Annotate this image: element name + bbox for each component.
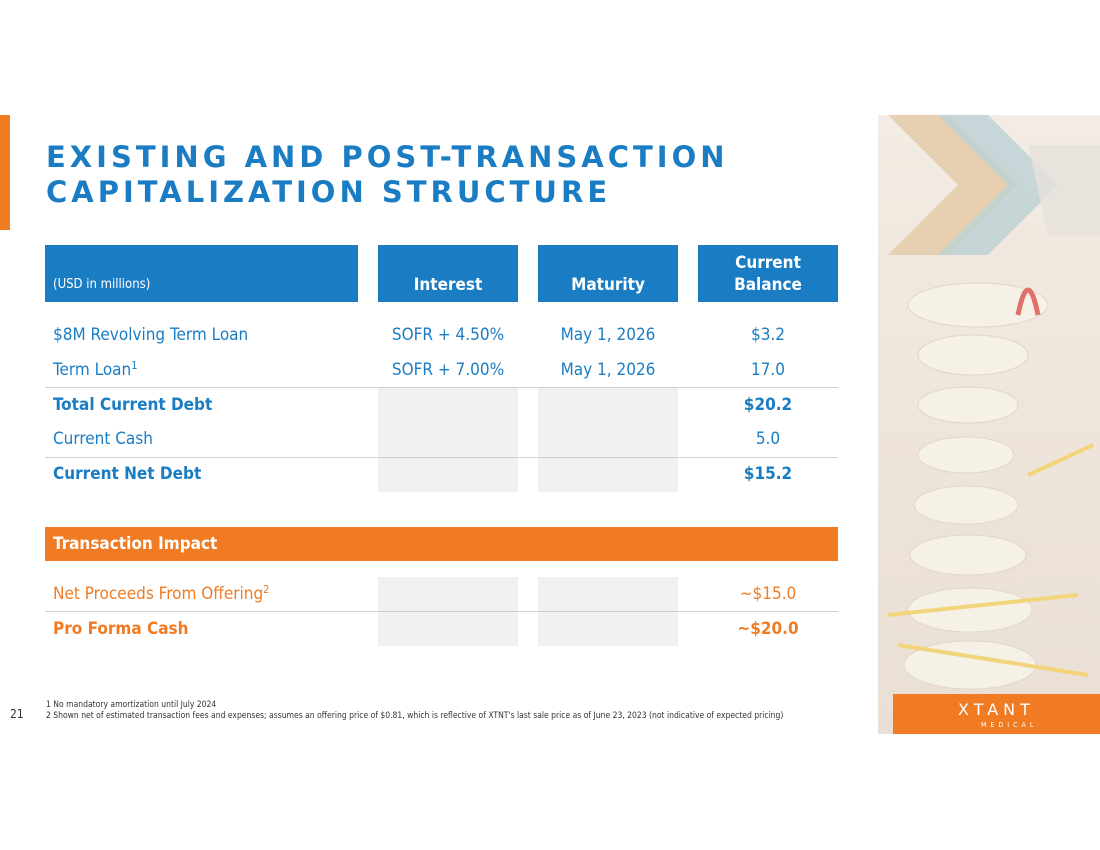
- interest: SOFR + 4.50%: [391, 325, 505, 345]
- maturity: May 1, 2026: [560, 360, 656, 380]
- rule: [45, 611, 838, 612]
- logo-name: XTANT: [958, 700, 1035, 719]
- rule: [45, 457, 838, 458]
- title: CAPITALIZATION STRUCTURE: [46, 175, 612, 209]
- balance: $3.2: [750, 325, 786, 345]
- logo-sub: MEDICAL: [981, 721, 1038, 729]
- footnote-ref: 2: [263, 583, 270, 596]
- header-text: Maturity: [571, 275, 645, 295]
- maturity: May 1, 2026: [560, 325, 656, 345]
- row-label: Current Cash: [53, 429, 153, 449]
- photo-art: [887, 115, 1100, 690]
- footnote: 2 Shown net of estimated transaction fee…: [46, 711, 784, 721]
- column-header: Interest: [378, 245, 518, 302]
- footnote: 1 No mandatory amortization until July 2…: [46, 700, 217, 710]
- label-text: Net Proceeds From Offering: [53, 584, 264, 604]
- balance: 17.0: [750, 360, 786, 380]
- row-label: $8M Revolving Term Loan: [53, 325, 249, 345]
- balance: $20.2: [743, 395, 793, 415]
- row-label: Total Current Debt: [53, 395, 213, 415]
- balance: $15.2: [743, 464, 793, 484]
- label-text: Term Loan: [53, 360, 132, 380]
- row-label: Net Proceeds From Offering2: [53, 577, 269, 611]
- balance: 5.0: [755, 429, 781, 449]
- interest: SOFR + 7.00%: [391, 360, 505, 380]
- accent-bar: [0, 115, 10, 230]
- page-number: 21: [10, 707, 24, 721]
- title: EXISTING AND POST-TRANSACTION: [46, 140, 729, 174]
- column-header: Maturity: [538, 245, 678, 302]
- footnote-ref: 1: [131, 359, 138, 372]
- header-text: (USD in millions): [53, 277, 151, 292]
- column-header: Current Balance: [698, 245, 838, 302]
- header-text: Interest: [413, 275, 483, 295]
- section-text: Transaction Impact: [53, 534, 218, 554]
- logo-box: [893, 694, 1100, 734]
- row-label: Pro Forma Cash: [53, 619, 189, 639]
- balance: ~$20.0: [737, 619, 799, 639]
- rule: [45, 387, 838, 388]
- row-label: Current Net Debt: [53, 464, 202, 484]
- empty-cell: [378, 388, 518, 492]
- photo: XTANT MEDICAL: [878, 115, 1100, 734]
- balance: ~$15.0: [739, 584, 797, 604]
- row-label: Term Loan1: [53, 353, 138, 387]
- header-text: Current Balance: [734, 253, 802, 295]
- column-header: (USD in millions): [45, 245, 358, 302]
- empty-cell: [538, 388, 678, 492]
- section-header: Transaction Impact: [45, 527, 838, 561]
